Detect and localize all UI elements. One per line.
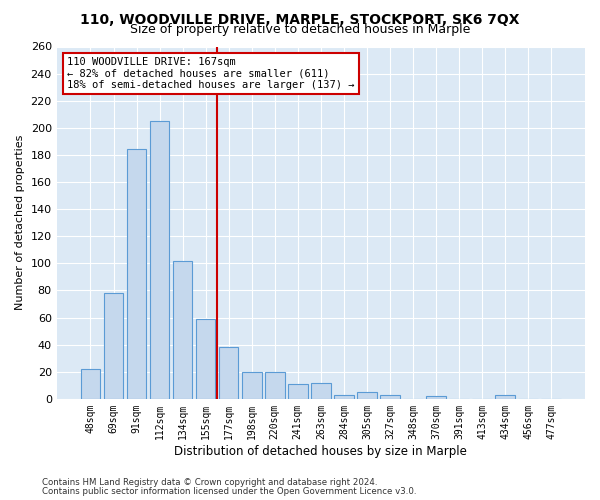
Bar <box>357 392 377 399</box>
Bar <box>127 150 146 399</box>
Bar <box>242 372 262 399</box>
Text: 110, WOODVILLE DRIVE, MARPLE, STOCKPORT, SK6 7QX: 110, WOODVILLE DRIVE, MARPLE, STOCKPORT,… <box>80 12 520 26</box>
Bar <box>496 395 515 399</box>
Bar <box>426 396 446 399</box>
Bar <box>380 395 400 399</box>
Bar <box>265 372 284 399</box>
Bar <box>311 382 331 399</box>
Bar <box>219 348 238 399</box>
X-axis label: Distribution of detached houses by size in Marple: Distribution of detached houses by size … <box>175 444 467 458</box>
Bar <box>288 384 308 399</box>
Bar <box>80 369 100 399</box>
Y-axis label: Number of detached properties: Number of detached properties <box>15 135 25 310</box>
Bar <box>196 319 215 399</box>
Text: Contains HM Land Registry data © Crown copyright and database right 2024.: Contains HM Land Registry data © Crown c… <box>42 478 377 487</box>
Bar <box>173 260 193 399</box>
Bar <box>334 395 353 399</box>
Text: Size of property relative to detached houses in Marple: Size of property relative to detached ho… <box>130 22 470 36</box>
Bar <box>104 293 123 399</box>
Text: Contains public sector information licensed under the Open Government Licence v3: Contains public sector information licen… <box>42 486 416 496</box>
Text: 110 WOODVILLE DRIVE: 167sqm
← 82% of detached houses are smaller (611)
18% of se: 110 WOODVILLE DRIVE: 167sqm ← 82% of det… <box>67 57 355 90</box>
Bar <box>150 121 169 399</box>
